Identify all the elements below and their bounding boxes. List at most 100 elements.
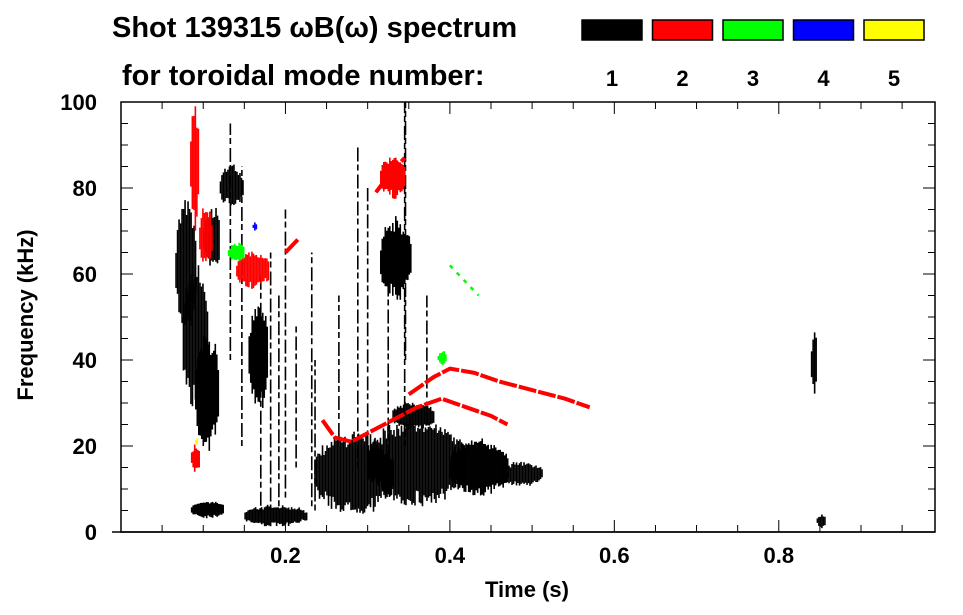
blob-slice xyxy=(448,434,451,485)
blob-slice xyxy=(395,409,397,423)
blob-slice xyxy=(416,405,418,426)
blob-slice xyxy=(500,451,503,485)
blob-slice xyxy=(512,462,515,484)
blob-slice xyxy=(296,508,299,523)
blob-slice xyxy=(193,115,195,210)
blob-slice xyxy=(202,283,204,385)
blob-slice xyxy=(404,167,406,187)
blob-mode1-5 xyxy=(248,306,269,408)
blob-slice xyxy=(536,467,539,483)
blob-slice xyxy=(225,171,228,198)
blob-mode1-9 xyxy=(367,420,467,507)
blob-slice xyxy=(237,261,240,280)
x-tick-label: 0.2 xyxy=(270,543,301,568)
blob-slice xyxy=(321,445,324,497)
blob-slice xyxy=(517,464,519,484)
blob-slice xyxy=(478,441,480,489)
blob-slice xyxy=(200,218,203,258)
blob-slice xyxy=(241,245,243,259)
blob-slice xyxy=(382,428,385,491)
blob-slice xyxy=(323,454,325,500)
blob-slice xyxy=(445,354,447,362)
blob-slice xyxy=(395,216,397,295)
blob-slice xyxy=(190,212,192,326)
blob-slice xyxy=(354,437,357,510)
blob-slice xyxy=(484,444,486,493)
blob-slice xyxy=(191,280,194,407)
blob-slice xyxy=(408,423,410,500)
blob-slice xyxy=(242,256,244,282)
blob-slice xyxy=(191,228,194,304)
blob-slice xyxy=(272,507,275,523)
blob-slice xyxy=(339,436,342,512)
blob-slice xyxy=(182,317,185,371)
blob-slice xyxy=(384,161,387,190)
blob-slice xyxy=(200,286,203,402)
blob-slice xyxy=(359,435,361,513)
blob-slice xyxy=(439,353,441,363)
blob-slice xyxy=(239,243,242,261)
blob-slice xyxy=(269,507,272,527)
blob-slice xyxy=(203,212,206,259)
blob-mode2-19 xyxy=(380,157,406,199)
blob-slice xyxy=(211,352,214,430)
blob-slice xyxy=(193,225,195,310)
blob-slice xyxy=(190,141,192,187)
blob-slice xyxy=(432,411,435,423)
blob-slice xyxy=(372,442,374,483)
blob-slice xyxy=(190,507,193,513)
blob-slice xyxy=(254,507,257,523)
blob-slice xyxy=(252,224,255,228)
blob-slice xyxy=(338,445,340,506)
blob-slice xyxy=(481,438,483,495)
blob-slice xyxy=(196,276,198,393)
blob-mode2-17 xyxy=(199,208,213,262)
legend-label-mode-2: 2 xyxy=(676,66,688,91)
y-tick-label: 60 xyxy=(73,262,97,287)
blob-mode2-16 xyxy=(190,106,200,231)
blob-slice xyxy=(521,465,524,483)
blob-slice xyxy=(213,216,216,261)
blob-slice xyxy=(396,220,399,300)
blob-slice xyxy=(208,341,211,451)
blob-slice xyxy=(218,220,220,260)
blob-slice xyxy=(304,512,306,521)
blob-slice xyxy=(248,252,250,288)
blob-slice xyxy=(318,453,321,499)
blob-slice xyxy=(336,437,339,506)
blob-slice xyxy=(341,442,343,510)
blob-slice xyxy=(438,430,440,499)
blob-slice xyxy=(430,428,433,503)
blob-slice xyxy=(392,410,394,421)
blob-slice xyxy=(463,445,465,492)
blob-slice xyxy=(523,462,525,484)
blob-slice xyxy=(417,427,419,492)
blob-slice xyxy=(461,443,464,489)
blob-slice xyxy=(277,507,279,524)
blob-slice xyxy=(527,463,530,484)
blob-slice xyxy=(493,445,495,490)
blob-slice xyxy=(414,406,417,426)
blob-slice xyxy=(506,464,509,483)
blob-slice xyxy=(220,504,223,515)
blob-mode1-15 xyxy=(816,514,826,529)
blob-slice xyxy=(298,507,300,523)
blob-slice xyxy=(422,405,424,429)
blob-slice xyxy=(535,465,537,483)
blob-slice xyxy=(384,430,386,493)
blob-slice xyxy=(274,507,276,523)
blob-slice xyxy=(485,445,488,487)
blob-slice xyxy=(442,434,445,494)
blob-slice xyxy=(810,351,813,378)
blob-slice xyxy=(390,429,392,496)
blob-slice xyxy=(231,165,234,204)
blob-slice xyxy=(437,355,440,361)
blob-slice xyxy=(246,254,249,287)
blob-slice xyxy=(405,403,408,430)
track-mode2-1 xyxy=(407,366,591,410)
blob-slice xyxy=(198,503,200,516)
blob-slice xyxy=(818,517,820,526)
blob-slice xyxy=(819,516,822,527)
blob-slice xyxy=(402,165,405,190)
blob-slice xyxy=(429,406,432,425)
